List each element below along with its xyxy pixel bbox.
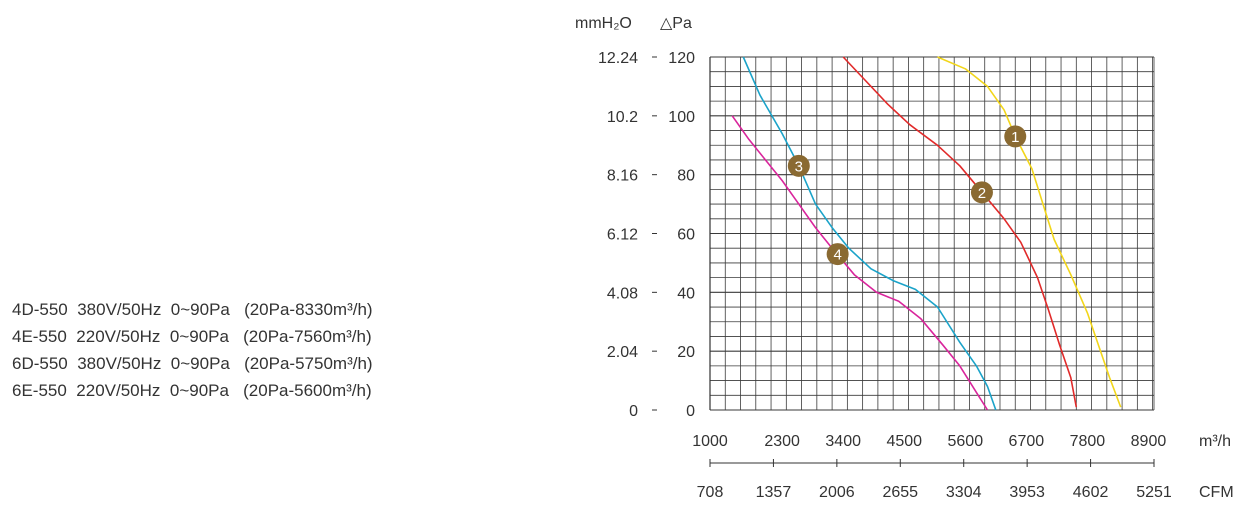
m3h-tick-label: 5600 bbox=[948, 433, 984, 450]
y-units-right: △Pa bbox=[660, 15, 692, 32]
y-units-left: mmH₂O bbox=[575, 15, 632, 32]
cfm-tick-label: 2655 bbox=[882, 484, 918, 501]
mmh2o-tick-label: 8.16 bbox=[607, 168, 638, 185]
x-units-bottom: CFM bbox=[1199, 484, 1234, 501]
series-marker-label: 4 bbox=[833, 247, 841, 264]
cfm-tick-label: 4602 bbox=[1073, 484, 1109, 501]
pa-tick-label: 20 bbox=[677, 344, 695, 361]
grid bbox=[709, 56, 1155, 411]
m3h-tick-label: 1000 bbox=[692, 433, 728, 450]
cfm-tick-label: 1357 bbox=[756, 484, 792, 501]
cfm-tick-label: 5251 bbox=[1136, 484, 1172, 501]
mmh2o-tick-label: 6.12 bbox=[607, 227, 638, 244]
m3h-tick-label: 8900 bbox=[1131, 433, 1167, 450]
legend-pressure: 0~90Pa bbox=[169, 381, 229, 400]
m3h-tick-label: 3400 bbox=[825, 433, 861, 450]
series-marker bbox=[970, 181, 993, 204]
legend-flow: (20Pa-5750m³/h) bbox=[244, 354, 373, 373]
series-line bbox=[731, 115, 989, 411]
pa-tick-label: 60 bbox=[677, 227, 695, 244]
x-units-top: m³/h bbox=[1199, 433, 1231, 450]
legend-voltage: 380V/50Hz bbox=[77, 354, 162, 373]
m3h-tick-label: 7800 bbox=[1070, 433, 1106, 450]
pa-tick-label: 0 bbox=[686, 403, 695, 420]
m3h-tick-label: 2300 bbox=[764, 433, 800, 450]
legend-flow: (20Pa-8330m³/h) bbox=[244, 300, 373, 319]
series-markers: 1 2 3 4 bbox=[787, 125, 1027, 266]
legend-pressure: 0~90Pa bbox=[169, 327, 229, 346]
cfm-tick-label: 3304 bbox=[946, 484, 982, 501]
series bbox=[731, 56, 1122, 411]
series-marker bbox=[787, 154, 810, 177]
mmh2o-tick-label: 2.04 bbox=[607, 344, 638, 361]
legend-flow: (20Pa-7560m³/h) bbox=[243, 327, 372, 346]
legend-row: 4E-550 220V/50Hz 0~90Pa (20Pa-7560m³/h) bbox=[12, 323, 373, 350]
legend-model: 6E-550 bbox=[12, 381, 67, 400]
legend-voltage: 220V/50Hz bbox=[76, 381, 161, 400]
legend-row: 6D-550 380V/50Hz 0~90Pa (20Pa-5750m³/h) bbox=[12, 350, 373, 377]
legend-row: 6E-550 220V/50Hz 0~90Pa (20Pa-5600m³/h) bbox=[12, 377, 373, 404]
legend-pressure: 0~90Pa bbox=[170, 354, 230, 373]
legend: 4D-550 380V/50Hz 0~90Pa (20Pa-8330m³/h) 4… bbox=[12, 296, 373, 404]
cfm-tick-label: 2006 bbox=[819, 484, 855, 501]
cfm-tick-label: 3953 bbox=[1009, 484, 1045, 501]
pa-tick-label: 80 bbox=[677, 168, 695, 185]
series-line bbox=[937, 56, 1122, 408]
series-marker bbox=[1004, 125, 1027, 148]
m3h-tick-label: 4500 bbox=[886, 433, 922, 450]
legend-model: 4D-550 bbox=[12, 300, 68, 319]
series-marker-label: 3 bbox=[795, 158, 803, 175]
m3h-tick-label: 6700 bbox=[1009, 433, 1045, 450]
legend-model: 6D-550 bbox=[12, 354, 68, 373]
legend-row: 4D-550 380V/50Hz 0~90Pa (20Pa-8330m³/h) bbox=[12, 296, 373, 323]
mmh2o-tick-label: 4.08 bbox=[607, 285, 638, 302]
series-marker-label: 1 bbox=[1011, 129, 1019, 146]
legend-voltage: 220V/50Hz bbox=[76, 327, 161, 346]
mmh2o-tick-label: 0 bbox=[629, 403, 638, 420]
legend-flow: (20Pa-5600m³/h) bbox=[243, 381, 372, 400]
series-marker-label: 2 bbox=[978, 185, 986, 202]
legend-voltage: 380V/50Hz bbox=[77, 300, 162, 319]
pa-tick-label: 120 bbox=[668, 50, 695, 67]
pa-tick-label: 100 bbox=[668, 109, 695, 126]
cfm-tick-label: 708 bbox=[697, 484, 724, 501]
legend-model: 4E-550 bbox=[12, 327, 67, 346]
legend-pressure: 0~90Pa bbox=[170, 300, 230, 319]
series-line bbox=[842, 56, 1078, 408]
series-line bbox=[742, 56, 997, 411]
axes: 0 0 20 2.04 40 4.08 60 6.12 80 8.16 100 10.2 120 12.2… bbox=[598, 50, 1172, 501]
mmh2o-tick-label: 10.2 bbox=[607, 109, 638, 126]
series-marker bbox=[826, 243, 849, 266]
mmh2o-tick-label: 12.24 bbox=[598, 50, 638, 67]
pa-tick-label: 40 bbox=[677, 285, 695, 302]
